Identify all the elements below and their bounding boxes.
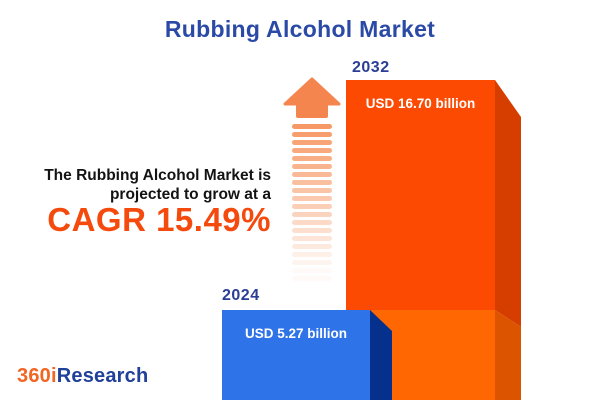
growth-arrow-stripe [292, 220, 332, 225]
growth-arrow-stripe [292, 276, 332, 281]
growth-arrow-stripe [292, 180, 332, 185]
growth-arrow-head-icon [283, 77, 341, 106]
annotation-text: The Rubbing Alcohol Market is projected … [30, 166, 271, 204]
growth-arrow-stripe [292, 244, 332, 249]
cagr-value: CAGR 15.49% [47, 201, 271, 238]
growth-arrow-stripe [292, 260, 332, 265]
growth-arrow-stripe [292, 212, 332, 217]
bar-label-2024: 2024 [222, 287, 260, 304]
growth-arrow-stripe [292, 172, 332, 177]
bar-label-2032: 2032 [352, 59, 390, 76]
page-title: Rubbing Alcohol Market [164, 16, 436, 42]
growth-arrow-stripe [292, 236, 332, 241]
growth-arrow-stripe [292, 148, 332, 153]
growth-arrow-stripe [292, 124, 332, 129]
annotation-line-1: The Rubbing Alcohol Market is [44, 167, 271, 184]
bar-2024-front [222, 310, 370, 400]
growth-arrow-stripe [292, 252, 332, 257]
bar-value-2024: USD 5.27 billion [244, 326, 348, 341]
bar-2032-front-upper [346, 80, 495, 310]
bar-value-2032: USD 16.70 billion [365, 96, 476, 111]
growth-arrow-stripe [292, 268, 332, 273]
growth-arrow-stripe [292, 156, 332, 161]
growth-arrow-stripe [292, 188, 332, 193]
growth-arrow-stripe [292, 140, 332, 145]
annotation-line-2: projected to grow at a [109, 186, 271, 203]
bar-2032-side-upper [495, 80, 521, 327]
bar-2032-side-lower [495, 310, 521, 400]
brand-logo: 360iResearch [17, 365, 148, 388]
growth-arrow-stripes [292, 124, 332, 281]
growth-arrow-stripe [292, 132, 332, 137]
growth-arrow-stripe [292, 228, 332, 233]
brand-logo-prefix: 360i [17, 365, 57, 387]
brand-logo-suffix: Research [56, 365, 149, 387]
bar-2024-side [370, 310, 392, 400]
growth-arrow-neck [296, 101, 328, 118]
growth-arrow-stripe [292, 196, 332, 201]
growth-arrow-stripe [292, 164, 332, 169]
growth-arrow-stripe [292, 204, 332, 209]
